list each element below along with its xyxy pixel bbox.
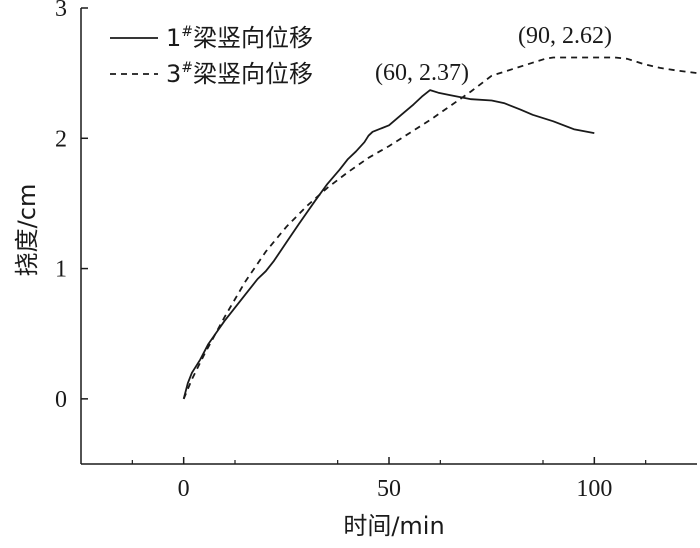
- y-tick-label: 3: [55, 0, 67, 22]
- y-tick-label: 2: [55, 126, 67, 152]
- series-line-2: [182, 56, 698, 400]
- series-line-1: [182, 89, 595, 400]
- annotation-peak-1: (60, 2.37): [375, 60, 469, 86]
- x-axis-label: 时间/min: [343, 512, 444, 540]
- annotation-peak-2: (90, 2.62): [518, 23, 612, 49]
- legend-label-1: 1#梁竖向位移: [166, 24, 313, 52]
- y-axis-label: 挠度/cm: [13, 184, 41, 277]
- y-tick-label: 0: [55, 387, 67, 413]
- y-ticks: 0 1 2 3: [55, 0, 88, 413]
- plot-area: [182, 56, 698, 400]
- x-ticks: 0 50 100: [131, 457, 647, 502]
- x-tick-label: 0: [178, 476, 190, 502]
- legend-item-1: 1#梁竖向位移: [110, 24, 313, 52]
- legend: 1#梁竖向位移 3#梁竖向位移: [110, 24, 313, 88]
- x-tick-label: 50: [377, 476, 401, 502]
- legend-item-2: 3#梁竖向位移: [110, 60, 313, 88]
- x-tick-label: 100: [576, 476, 612, 502]
- legend-label-2: 3#梁竖向位移: [166, 60, 313, 88]
- y-tick-label: 1: [55, 257, 67, 283]
